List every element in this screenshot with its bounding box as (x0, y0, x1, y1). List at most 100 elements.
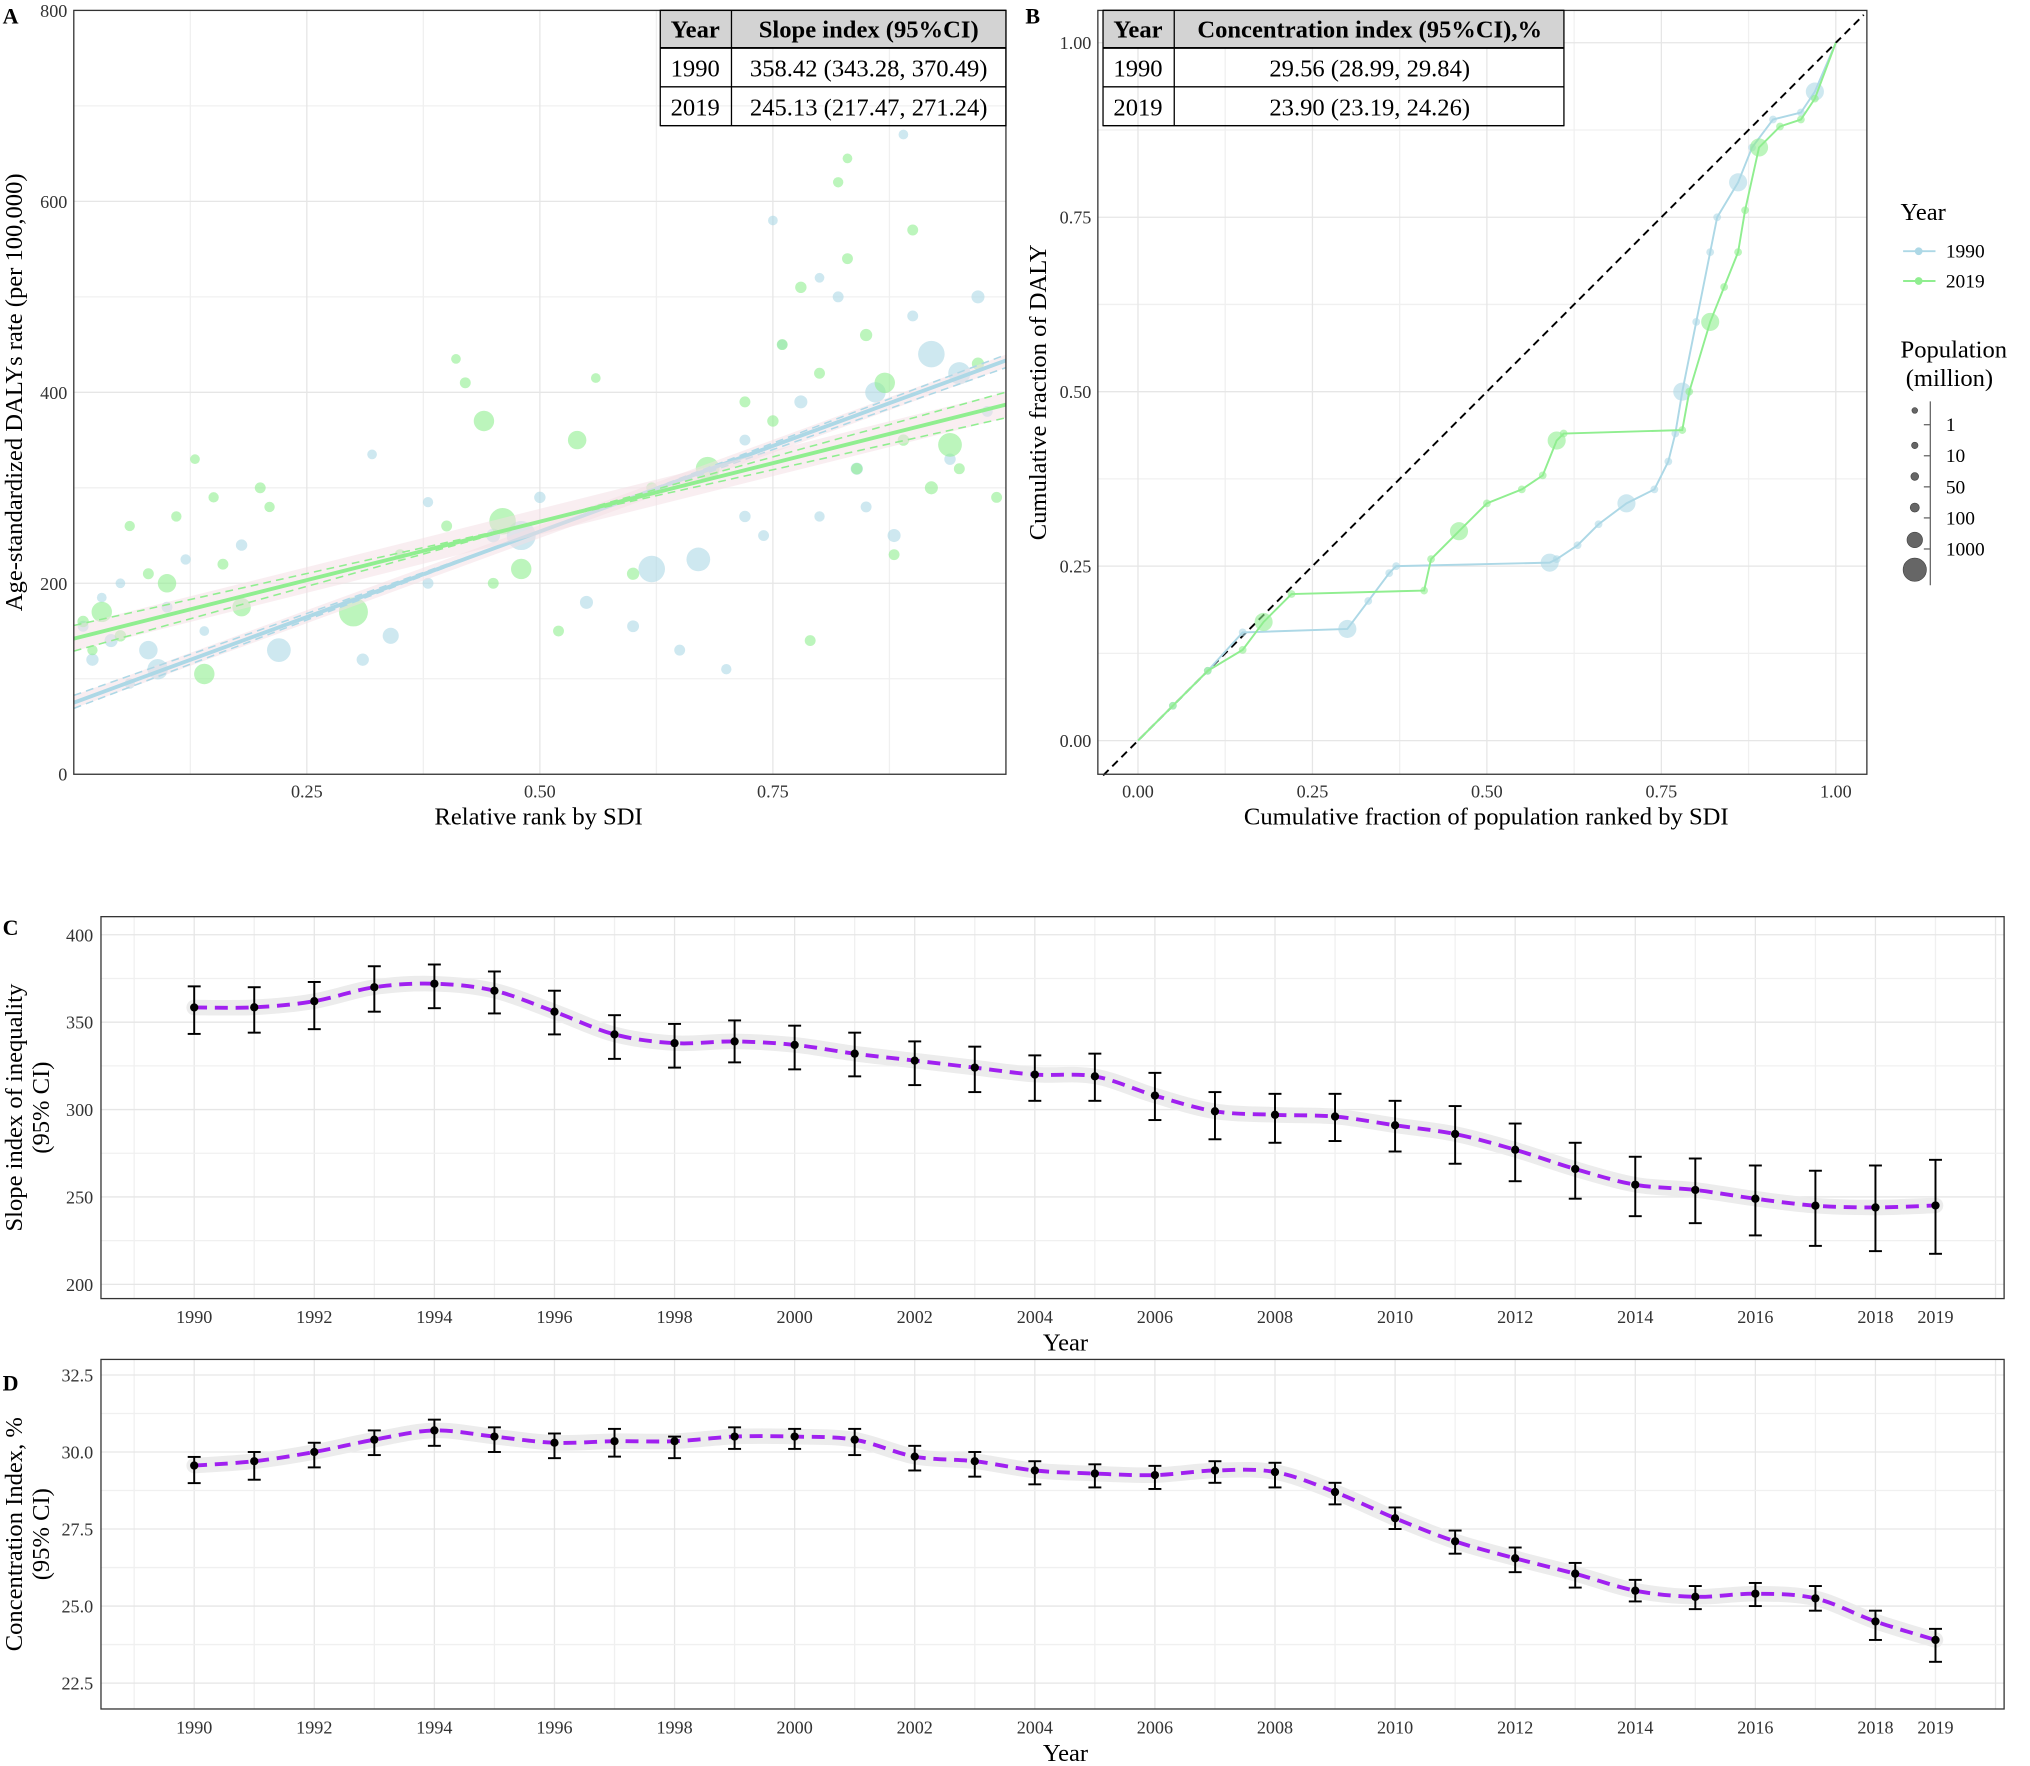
curve-point-1990 (1671, 429, 1680, 438)
data-point (370, 1435, 379, 1444)
scatter-point-1990 (860, 501, 872, 513)
scatter-point-2019 (626, 567, 640, 580)
curve-point-1990 (1673, 382, 1692, 401)
y-tick-label: 200 (66, 1275, 93, 1295)
y-axis-title-line1: Concentration Index, % (1, 1417, 28, 1651)
curve-point-2019 (1517, 485, 1526, 494)
legend-label: 1990 (1946, 242, 1985, 263)
scatter-point-1990 (971, 290, 985, 304)
x-tick-label: 1990 (176, 1718, 212, 1738)
y-tick-label: 22.5 (62, 1674, 94, 1694)
x-tick-label: 2006 (1137, 1307, 1173, 1327)
x-tick-label: 1996 (536, 1718, 572, 1738)
data-point (490, 986, 499, 995)
curve-point-2019 (1559, 429, 1568, 438)
curve-point-1990 (1573, 541, 1582, 550)
scatter-point-2019 (567, 430, 587, 450)
data-point (910, 1452, 919, 1461)
scatter-point-1990 (86, 653, 99, 666)
y-tick-label: 600 (40, 192, 67, 212)
scatter-point-2019 (157, 574, 177, 593)
scatter-point-1990 (758, 530, 770, 542)
smooth-band (186, 1422, 1944, 1648)
data-point (1090, 1469, 1100, 1478)
size-legend-circle (1906, 531, 1923, 549)
table-cell: 2019 (671, 94, 720, 121)
legend-label: 2019 (1946, 271, 1985, 292)
legend-title-population-unit: (million) (1906, 365, 1993, 392)
scatter-point-2019 (991, 491, 1003, 503)
data-point (1390, 1514, 1400, 1523)
scatter-point-1990 (356, 653, 369, 666)
size-legend-label: 1 (1946, 415, 1956, 436)
size-legend-circle (1911, 407, 1918, 414)
y-axis-title-line1: Slope index of inequality (1, 983, 28, 1231)
scatter-point-1990 (814, 511, 825, 522)
data-point (1150, 1470, 1160, 1480)
curve-point-2019 (1538, 471, 1547, 480)
trend-line (194, 981, 1936, 1210)
data-point (1811, 1201, 1820, 1210)
x-tick-label: 0.25 (291, 782, 323, 802)
curve-point-1990 (1338, 619, 1357, 639)
x-tick-label: 2008 (1257, 1307, 1293, 1327)
panel-label: B (1025, 3, 1040, 28)
data-point (1631, 1586, 1640, 1595)
x-tick-label: 2012 (1497, 1307, 1533, 1327)
scatter-point-2019 (776, 339, 788, 351)
table-cell: 358.42 (343.28, 370.49) (750, 55, 988, 82)
y-axis-title: Cumulative fraction of DALY (1025, 244, 1052, 540)
scatter-point-1990 (887, 529, 901, 543)
curve-point-2019 (1427, 555, 1435, 564)
curve-point-1990 (1797, 108, 1805, 117)
data-point (1631, 1180, 1640, 1189)
scatter-point-2019 (553, 625, 564, 637)
size-legend-label: 10 (1946, 446, 1965, 467)
scatter-point-2019 (254, 482, 266, 494)
x-tick-label: 2004 (1017, 1718, 1053, 1738)
curve-point-1990 (1664, 457, 1673, 466)
size-legend-circle (1902, 557, 1927, 582)
data-point (730, 1432, 739, 1441)
data-point (1450, 1129, 1460, 1139)
data-point (850, 1049, 859, 1058)
data-point (1210, 1107, 1220, 1116)
x-tick-label: 2016 (1737, 1718, 1773, 1738)
x-tick-label: 2006 (1137, 1718, 1173, 1738)
scatter-point-1990 (686, 547, 711, 572)
scatter-point-1990 (768, 215, 778, 226)
scatter-point-2019 (888, 549, 900, 561)
scatter-point-1990 (180, 554, 191, 565)
scatter-point-2019 (842, 253, 853, 265)
scatter-point-2019 (511, 558, 532, 580)
curve-point-1990 (1552, 555, 1561, 564)
data-point (1511, 1554, 1520, 1563)
y-tick-label: 1.00 (1060, 33, 1092, 53)
y-tick-label: 25.0 (62, 1597, 94, 1617)
size-legend-label: 1000 (1946, 539, 1985, 560)
y-tick-label: 300 (66, 1100, 93, 1120)
curve-point-2019 (1734, 248, 1742, 257)
scatter-point-1990 (382, 627, 399, 644)
scatter-point-1990 (266, 638, 291, 662)
x-tick-label: 1992 (296, 1307, 332, 1327)
scatter-point-2019 (795, 281, 807, 294)
scatter-point-1990 (898, 129, 909, 140)
scatter-point-1990 (235, 539, 248, 551)
data-point (1931, 1201, 1940, 1210)
x-tick-label: 2002 (897, 1718, 933, 1738)
scatter-point-1990 (832, 291, 844, 303)
y-tick-label: 27.5 (62, 1520, 94, 1540)
x-tick-label: 2014 (1617, 1307, 1653, 1327)
data-point (1931, 1635, 1940, 1645)
x-tick-label: 2019 (1917, 1307, 1953, 1327)
data-point (1571, 1164, 1580, 1174)
curve-point-2019 (1238, 645, 1247, 654)
x-tick-label: 2018 (1857, 1718, 1893, 1738)
table-cell: 245.13 (217.47, 271.24) (750, 94, 988, 121)
data-point (1330, 1112, 1340, 1121)
trend-line (194, 1428, 1937, 1642)
data-point (250, 1003, 259, 1012)
curve-point-2019 (1254, 612, 1273, 632)
size-legend-label: 50 (1946, 477, 1965, 498)
